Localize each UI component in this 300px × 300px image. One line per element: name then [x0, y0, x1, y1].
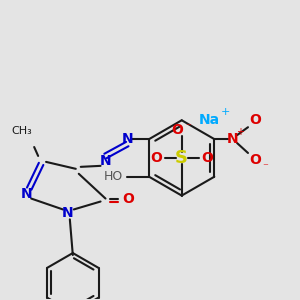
Text: O: O — [150, 151, 162, 165]
Text: S: S — [175, 149, 188, 167]
Text: +: + — [236, 127, 244, 137]
Text: ⁻: ⁻ — [186, 122, 192, 132]
Text: N: N — [20, 187, 32, 201]
Text: ⁻: ⁻ — [262, 162, 268, 172]
Text: N: N — [122, 132, 133, 146]
Text: N: N — [226, 132, 238, 146]
Text: O: O — [202, 151, 213, 165]
Text: O: O — [171, 123, 183, 137]
Text: +: + — [220, 107, 230, 117]
Text: O: O — [249, 153, 261, 167]
Text: N: N — [100, 154, 111, 168]
Text: O: O — [249, 113, 261, 127]
Text: N: N — [62, 206, 74, 220]
Text: O: O — [122, 191, 134, 206]
Text: HO: HO — [104, 170, 123, 183]
Text: CH₃: CH₃ — [11, 126, 32, 136]
Text: Na: Na — [199, 113, 220, 127]
